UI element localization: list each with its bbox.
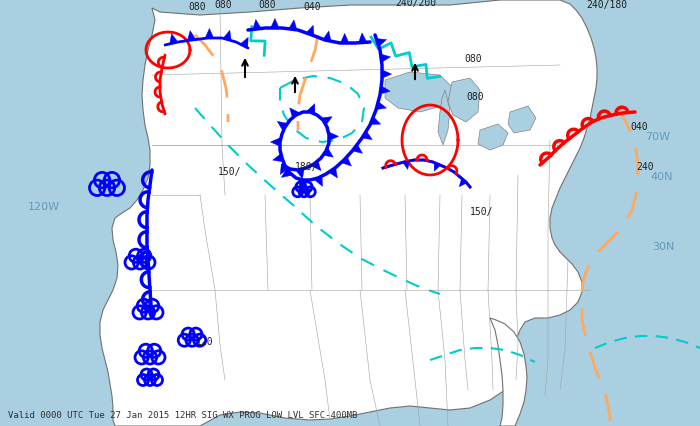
Polygon shape (478, 124, 508, 150)
Polygon shape (169, 34, 178, 44)
Polygon shape (322, 117, 332, 125)
Text: 120: 120 (196, 337, 214, 347)
Polygon shape (490, 318, 527, 426)
Text: 120W: 120W (28, 202, 60, 212)
Text: 30N: 30N (652, 242, 674, 252)
Polygon shape (381, 54, 391, 62)
Polygon shape (205, 29, 214, 38)
Text: 150/: 150/ (470, 207, 494, 217)
Text: 080: 080 (214, 0, 232, 10)
Text: 040: 040 (303, 2, 321, 12)
Polygon shape (358, 33, 367, 43)
Polygon shape (323, 31, 331, 41)
Text: 240/200: 240/200 (395, 0, 436, 8)
Polygon shape (508, 106, 536, 133)
Polygon shape (272, 154, 283, 162)
Polygon shape (240, 37, 248, 48)
Text: 240: 240 (636, 162, 654, 172)
Polygon shape (100, 0, 597, 426)
Text: 080: 080 (258, 0, 276, 10)
Polygon shape (188, 31, 196, 40)
Polygon shape (448, 78, 480, 122)
Polygon shape (438, 90, 450, 145)
Text: 180/: 180/ (295, 162, 318, 172)
Text: 080: 080 (188, 2, 206, 12)
Polygon shape (402, 161, 409, 170)
Polygon shape (271, 18, 279, 28)
Polygon shape (307, 104, 315, 114)
Polygon shape (382, 70, 391, 78)
Polygon shape (223, 30, 231, 40)
Text: 40N: 40N (650, 172, 673, 182)
Text: 240/180: 240/180 (586, 0, 627, 10)
Polygon shape (270, 138, 280, 146)
Polygon shape (323, 148, 333, 157)
Polygon shape (342, 156, 351, 166)
Polygon shape (280, 164, 288, 175)
Polygon shape (296, 168, 304, 179)
Polygon shape (329, 132, 339, 141)
Text: 040: 040 (630, 122, 648, 132)
Polygon shape (459, 178, 467, 187)
Polygon shape (288, 20, 297, 30)
Polygon shape (298, 179, 307, 189)
Polygon shape (340, 33, 349, 43)
Polygon shape (370, 117, 381, 124)
Polygon shape (328, 167, 337, 178)
Polygon shape (385, 72, 455, 112)
Text: Valid 0000 UTC Tue 27 Jan 2015 12HR SIG WX PROG LOW LVL SFC-400MB: Valid 0000 UTC Tue 27 Jan 2015 12HR SIG … (8, 411, 358, 420)
Polygon shape (376, 101, 386, 109)
Polygon shape (362, 131, 372, 140)
Text: 70W: 70W (645, 132, 670, 142)
Polygon shape (253, 20, 261, 29)
Text: 150/: 150/ (218, 167, 241, 177)
Polygon shape (312, 161, 321, 171)
Polygon shape (434, 162, 440, 171)
Polygon shape (380, 86, 390, 94)
Text: 080: 080 (464, 54, 482, 64)
Polygon shape (290, 108, 299, 118)
Text: 080: 080 (466, 92, 484, 102)
Polygon shape (306, 25, 314, 36)
Polygon shape (352, 144, 363, 153)
Polygon shape (277, 121, 288, 130)
Polygon shape (376, 39, 386, 46)
Polygon shape (281, 168, 292, 178)
Polygon shape (314, 176, 323, 187)
